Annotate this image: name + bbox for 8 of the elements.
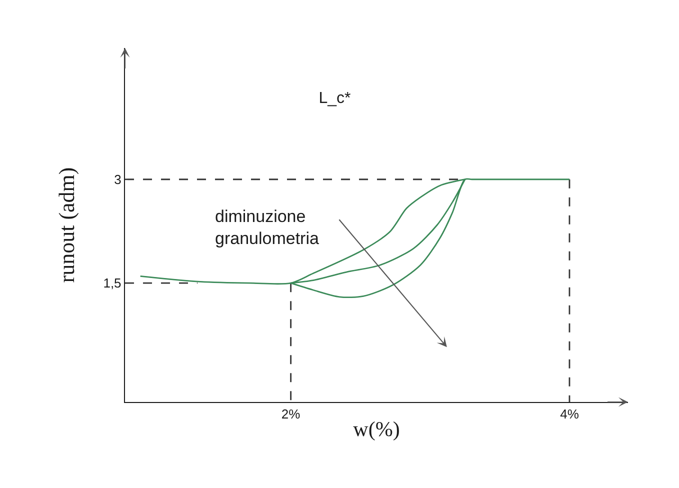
y-tick-label: 3 [114, 172, 122, 187]
y-tick-label: 1,5 [103, 276, 122, 291]
text: L_c* [318, 90, 351, 108]
annotation: diminuzione granulometria [215, 207, 320, 248]
x-axis-title: w(%) [353, 416, 400, 441]
y-axis-title: runout (adm) [54, 167, 80, 283]
x-tick-label: 2% [281, 406, 301, 422]
x-tick-label: 4% [560, 406, 580, 422]
